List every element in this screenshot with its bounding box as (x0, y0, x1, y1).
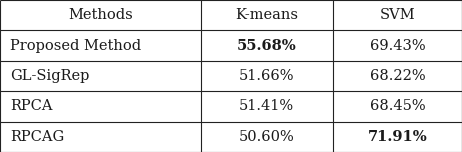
Text: 68.45%: 68.45% (370, 99, 425, 113)
Text: GL-SigRep: GL-SigRep (10, 69, 90, 83)
Text: Proposed Method: Proposed Method (10, 39, 141, 53)
Text: K-means: K-means (235, 8, 298, 22)
Text: 71.91%: 71.91% (367, 130, 427, 144)
Text: RPCAG: RPCAG (10, 130, 64, 144)
Text: Methods: Methods (68, 8, 133, 22)
Text: 51.41%: 51.41% (239, 99, 294, 113)
Text: 51.66%: 51.66% (239, 69, 295, 83)
Text: 55.68%: 55.68% (237, 39, 297, 53)
Text: SVM: SVM (379, 8, 415, 22)
Text: RPCA: RPCA (10, 99, 53, 113)
Text: 69.43%: 69.43% (370, 39, 425, 53)
Text: 68.22%: 68.22% (370, 69, 425, 83)
Text: 50.60%: 50.60% (239, 130, 295, 144)
